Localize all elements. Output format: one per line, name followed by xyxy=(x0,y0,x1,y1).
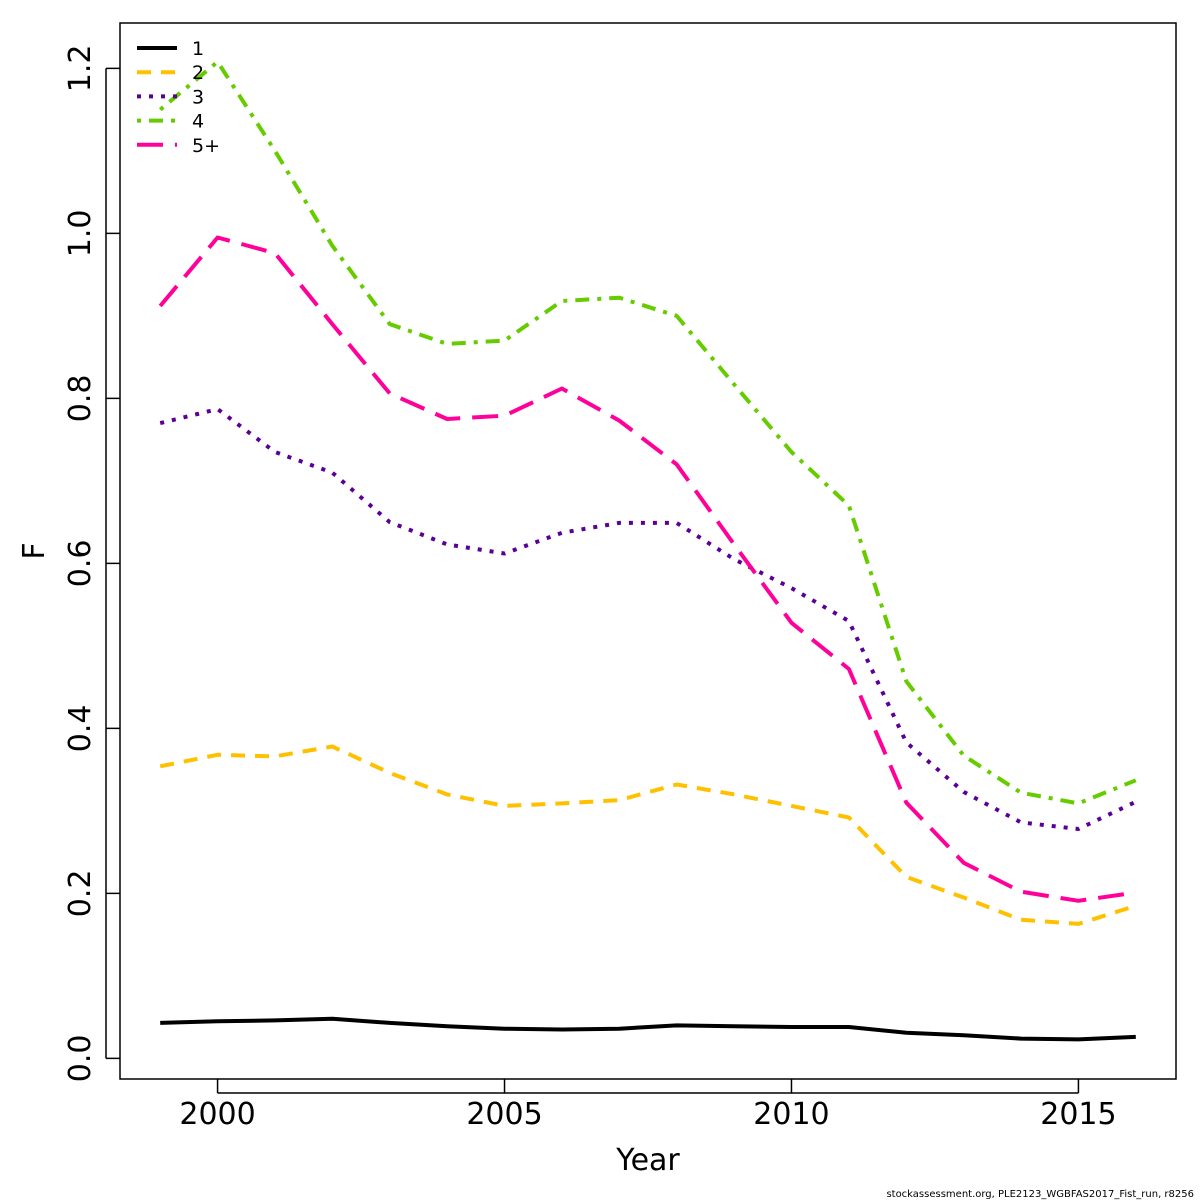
y-tick-label: 0.8 xyxy=(63,375,98,423)
series-line-1 xyxy=(160,1016,1136,1042)
legend-label: 5+ xyxy=(192,135,220,157)
series-line-4 xyxy=(158,59,1137,806)
y-tick-label: 1.0 xyxy=(63,210,98,258)
y-tick-label: 0.2 xyxy=(63,870,98,918)
legend-label: 4 xyxy=(192,111,204,133)
series-line-3 xyxy=(159,407,1137,831)
y-tick-label: 0.6 xyxy=(63,540,98,588)
x-axis: 2000 2005 2010 2015 xyxy=(179,1079,1117,1132)
x-tick-label: 2015 xyxy=(1040,1097,1116,1132)
y-axis: 0.0 0.2 0.4 0.6 0.8 1.0 1.2 xyxy=(63,45,120,1083)
y-tick-label: 0.0 xyxy=(63,1035,98,1083)
legend-label: 2 xyxy=(192,62,204,84)
series-line-5plus xyxy=(158,235,1137,903)
y-axis-title: F xyxy=(17,542,52,559)
y-tick-label: 1.2 xyxy=(63,45,98,93)
footer-note: stockassessment.org, PLE2123_WGBFAS2017_… xyxy=(886,1189,1194,1200)
legend-label: 1 xyxy=(192,38,204,60)
x-axis-title: Year xyxy=(615,1143,680,1178)
x-tick-label: 2010 xyxy=(753,1097,829,1132)
x-tick-label: 2000 xyxy=(179,1097,255,1132)
plot-frame xyxy=(119,22,1177,1080)
series-lines xyxy=(158,59,1137,1042)
y-tick-label: 0.4 xyxy=(63,705,98,753)
x-tick-label: 2005 xyxy=(466,1097,542,1132)
legend-label: 3 xyxy=(192,86,204,108)
legend: 123 45+ xyxy=(137,38,220,157)
